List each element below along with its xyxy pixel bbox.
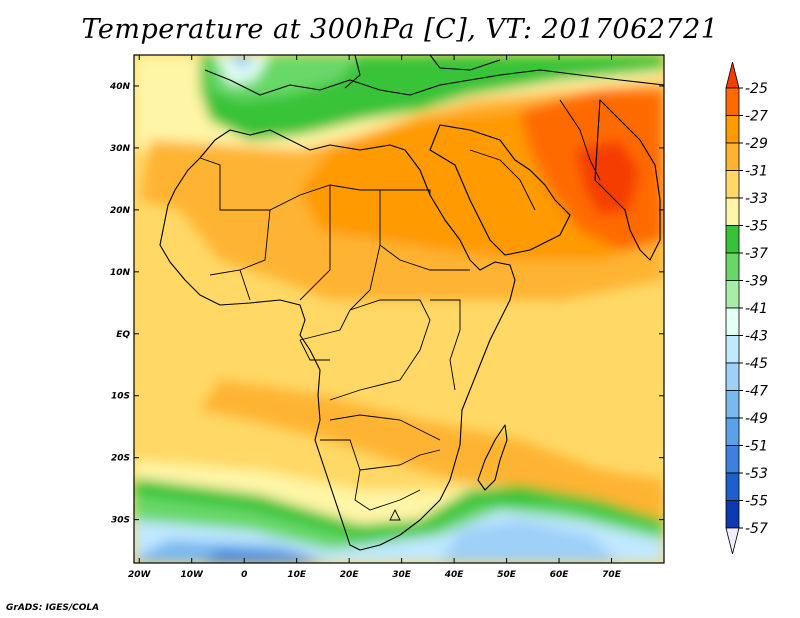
colorbar-label: -43 xyxy=(745,329,768,345)
colorbar-label: -31 xyxy=(745,164,768,180)
colorbar-swatch xyxy=(725,142,740,171)
colorbar-label: -41 xyxy=(745,301,768,317)
colorbar-label: -53 xyxy=(745,466,768,482)
lon-tick-label: 10E xyxy=(287,570,307,580)
colorbar-label: -29 xyxy=(745,136,768,152)
lon-tick-label: 20W xyxy=(128,570,152,580)
colorbar-label: -55 xyxy=(745,494,768,510)
lon-tick-label: 30E xyxy=(392,570,412,580)
colorbar-swatch xyxy=(725,362,740,391)
colorbar-swatch xyxy=(725,390,740,419)
field-25-hotspot xyxy=(575,140,640,215)
lat-tick-label: 30S xyxy=(111,516,130,526)
colorbar-label: -33 xyxy=(745,191,768,207)
coastlines xyxy=(159,55,664,551)
axis-ticks: 20W 10W 0 10E 20E 30E 40E 50E 60E 70E 40N 30N 20N 10N… xyxy=(109,55,664,580)
colorbar-swatch xyxy=(725,445,740,474)
lat-tick-label: 20S xyxy=(111,454,130,464)
colorbar-bottom-arrow xyxy=(725,527,740,555)
lon-tick-label: 10W xyxy=(180,570,204,580)
colorbar-label: -49 xyxy=(745,411,768,427)
colorbar-swatch xyxy=(725,500,740,529)
colorbar-swatch xyxy=(725,170,740,199)
colorbar-swatch xyxy=(725,472,740,501)
lon-tick-label: 50E xyxy=(497,570,517,580)
colorbar-label: -51 xyxy=(745,439,768,455)
lat-tick-label: 10S xyxy=(111,392,130,402)
colorbar-swatch xyxy=(725,115,740,144)
field-43-north xyxy=(215,55,270,85)
colorbar-label: -47 xyxy=(745,384,768,400)
colorbar: -25 -27 -29 -31 -33 -35 -37 -39 -41 -43 -45 -47 -49 -… xyxy=(725,61,768,555)
field-45-south2 xyxy=(440,520,620,563)
chart-title: Temperature at 300hPa [C], VT: 201706272… xyxy=(81,14,719,45)
lon-tick-label: 20E xyxy=(340,570,360,580)
lon-tick-label: 70E xyxy=(602,570,622,580)
colorbar-swatch xyxy=(725,280,740,309)
lat-tick-label: 10N xyxy=(110,268,131,278)
map-frame xyxy=(133,54,665,564)
colorbar-swatch xyxy=(725,87,740,116)
colorbar-swatch xyxy=(725,197,740,226)
colorbar-swatch xyxy=(725,252,740,281)
colorbar-label: -39 xyxy=(745,274,768,290)
colorbar-swatch xyxy=(725,335,740,364)
colorbar-label: -45 xyxy=(745,356,768,372)
grads-credit: GrADS: IGES/COLA xyxy=(6,603,100,613)
colorbar-label: -25 xyxy=(745,81,768,97)
colorbar-label: -35 xyxy=(745,219,768,235)
lat-tick-label: 30N xyxy=(110,144,131,154)
colorbar-top-arrow xyxy=(725,61,740,89)
lon-tick-label: 0 xyxy=(241,570,247,580)
lat-tick-label: EQ xyxy=(116,330,130,340)
colorbar-swatch xyxy=(725,307,740,336)
lon-tick-label: 60E xyxy=(550,570,570,580)
colorbar-label: -57 xyxy=(745,521,768,537)
lat-tick-label: 40N xyxy=(109,82,131,92)
colorbar-swatch xyxy=(725,225,740,254)
field-51-south xyxy=(200,550,320,563)
country-borders xyxy=(199,99,601,521)
colorbar-swatch xyxy=(725,417,740,446)
field-45-north xyxy=(225,55,255,72)
field-31-south xyxy=(200,380,664,520)
colorbar-label: -27 xyxy=(745,109,768,125)
temperature-field xyxy=(134,55,664,563)
lon-tick-label: 40E xyxy=(444,570,465,580)
lat-tick-label: 20N xyxy=(110,206,131,216)
colorbar-label: -37 xyxy=(745,246,768,262)
